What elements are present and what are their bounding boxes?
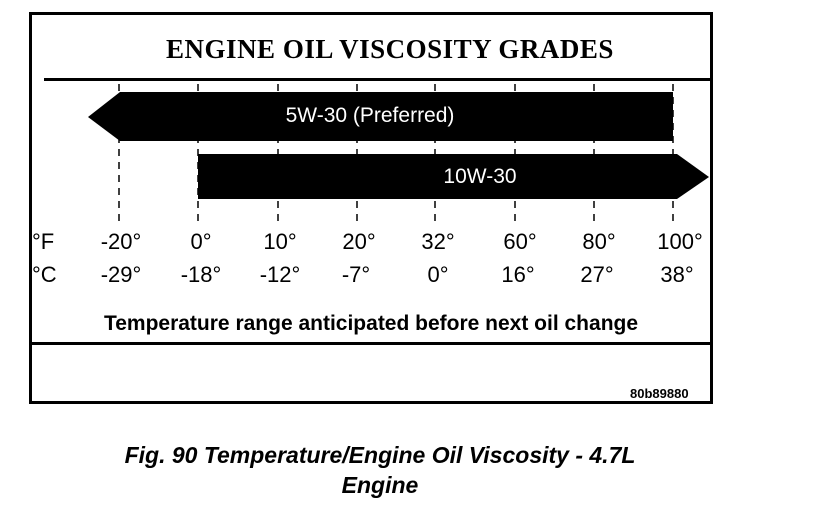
bar-10w30-label: 10W-30	[443, 165, 517, 188]
tick-f: 100°	[657, 229, 703, 254]
range-caption: Temperature range anticipated before nex…	[103, 312, 639, 335]
tick-c: -7°	[341, 262, 371, 287]
diagram-title: ENGINE OIL VISCOSITY GRADES	[166, 34, 614, 64]
image-code: 80b89880	[630, 386, 689, 401]
bar-5w30-arrow	[88, 92, 673, 141]
figure-caption-line2: Engine	[341, 472, 419, 498]
tick-c: -18°	[180, 262, 222, 287]
celsius-unit: °C	[32, 262, 57, 287]
diagram-frame	[29, 12, 713, 404]
tick-f: 80°	[582, 229, 616, 254]
tick-f: -20°	[100, 229, 142, 254]
tick-f: 0°	[190, 229, 212, 254]
caption-divider	[29, 342, 713, 345]
tick-c: 16°	[501, 262, 535, 287]
bar-5w30-label: 5W-30 (Preferred)	[285, 104, 455, 127]
gridlines	[118, 84, 674, 222]
tick-f: 60°	[503, 229, 537, 254]
tick-c: -29°	[100, 262, 142, 287]
figure-caption-line1: Fig. 90 Temperature/Engine Oil Viscosity…	[124, 442, 636, 468]
tick-f: 20°	[342, 229, 376, 254]
figure-caption: Fig. 90 Temperature/Engine Oil Viscosity…	[0, 440, 760, 500]
tick-f: 32°	[421, 229, 455, 254]
fahrenheit-unit: °F	[32, 229, 55, 254]
tick-c: -12°	[259, 262, 301, 287]
tick-f: 10°	[263, 229, 297, 254]
title-divider	[44, 78, 713, 81]
tick-c: 0°	[427, 262, 449, 287]
tick-c: 38°	[660, 262, 694, 287]
bar-10w30-arrow	[198, 154, 709, 199]
tick-c: 27°	[580, 262, 614, 287]
